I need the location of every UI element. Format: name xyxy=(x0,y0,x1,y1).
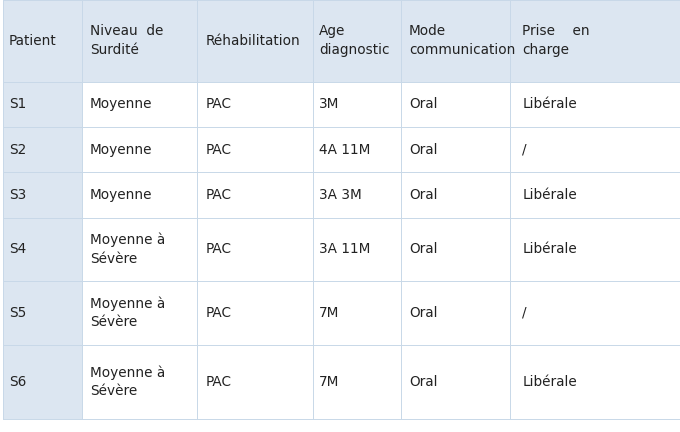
Text: 3M: 3M xyxy=(319,97,339,111)
Text: Oral: Oral xyxy=(409,97,437,111)
Text: Moyenne à
Sévère: Moyenne à Sévère xyxy=(90,232,165,266)
Text: Libérale: Libérale xyxy=(522,97,577,111)
Text: Libérale: Libérale xyxy=(522,375,577,389)
Bar xyxy=(3,344,82,419)
Text: S6: S6 xyxy=(9,375,26,389)
Bar xyxy=(197,218,313,281)
Text: PAC: PAC xyxy=(205,306,231,320)
Bar xyxy=(197,281,313,344)
Bar xyxy=(197,127,313,172)
Text: /: / xyxy=(522,306,527,320)
Text: PAC: PAC xyxy=(205,97,231,111)
Text: Age
diagnostic: Age diagnostic xyxy=(319,24,390,57)
Bar xyxy=(510,172,680,218)
Bar xyxy=(3,127,82,172)
Bar xyxy=(313,172,401,218)
Bar xyxy=(82,281,197,344)
Text: Moyenne: Moyenne xyxy=(90,97,152,111)
Text: Oral: Oral xyxy=(409,375,437,389)
Bar xyxy=(3,0,82,82)
Bar xyxy=(313,127,401,172)
Bar xyxy=(313,281,401,344)
Text: 7M: 7M xyxy=(319,306,339,320)
Bar xyxy=(510,344,680,419)
Text: Niveau  de
Surdité: Niveau de Surdité xyxy=(90,24,163,57)
Text: Libérale: Libérale xyxy=(522,188,577,202)
Text: PAC: PAC xyxy=(205,143,231,157)
Text: 7M: 7M xyxy=(319,375,339,389)
Text: Libérale: Libérale xyxy=(522,242,577,256)
Bar xyxy=(313,344,401,419)
Bar xyxy=(3,218,82,281)
Bar xyxy=(510,218,680,281)
Bar xyxy=(401,127,510,172)
Text: Mode
communication: Mode communication xyxy=(409,24,515,57)
Text: PAC: PAC xyxy=(205,188,231,202)
Bar xyxy=(82,127,197,172)
Bar xyxy=(510,82,680,127)
Text: Moyenne à
Sévère: Moyenne à Sévère xyxy=(90,296,165,330)
Text: Prise    en
charge: Prise en charge xyxy=(522,24,590,57)
Bar xyxy=(3,172,82,218)
Bar xyxy=(197,172,313,218)
Text: S5: S5 xyxy=(9,306,27,320)
Text: PAC: PAC xyxy=(205,375,231,389)
Text: 4A 11M: 4A 11M xyxy=(319,143,371,157)
Bar xyxy=(510,127,680,172)
Text: Réhabilitation: Réhabilitation xyxy=(205,34,300,48)
Bar xyxy=(510,0,680,82)
Bar xyxy=(313,0,401,82)
Text: 3A 3M: 3A 3M xyxy=(319,188,362,202)
Bar xyxy=(401,344,510,419)
Text: Patient: Patient xyxy=(9,34,56,48)
Text: Oral: Oral xyxy=(409,143,437,157)
Bar xyxy=(401,172,510,218)
Bar xyxy=(197,0,313,82)
Bar xyxy=(3,82,82,127)
Bar xyxy=(197,82,313,127)
Bar xyxy=(197,344,313,419)
Bar xyxy=(82,344,197,419)
Text: 3A 11M: 3A 11M xyxy=(319,242,371,256)
Text: Oral: Oral xyxy=(409,188,437,202)
Text: S1: S1 xyxy=(9,97,26,111)
Text: Moyenne: Moyenne xyxy=(90,188,152,202)
Bar xyxy=(401,281,510,344)
Bar xyxy=(3,281,82,344)
Text: Moyenne: Moyenne xyxy=(90,143,152,157)
Text: S3: S3 xyxy=(9,188,26,202)
Bar xyxy=(82,172,197,218)
Text: Moyenne à
Sévère: Moyenne à Sévère xyxy=(90,365,165,398)
Bar xyxy=(82,0,197,82)
Text: PAC: PAC xyxy=(205,242,231,256)
Bar xyxy=(313,82,401,127)
Text: S4: S4 xyxy=(9,242,26,256)
Text: Oral: Oral xyxy=(409,306,437,320)
Bar xyxy=(401,0,510,82)
Bar xyxy=(82,82,197,127)
Text: S2: S2 xyxy=(9,143,26,157)
Bar xyxy=(510,281,680,344)
Bar xyxy=(401,218,510,281)
Text: /: / xyxy=(522,143,527,157)
Text: Oral: Oral xyxy=(409,242,437,256)
Bar xyxy=(401,82,510,127)
Bar xyxy=(313,218,401,281)
Bar xyxy=(82,218,197,281)
